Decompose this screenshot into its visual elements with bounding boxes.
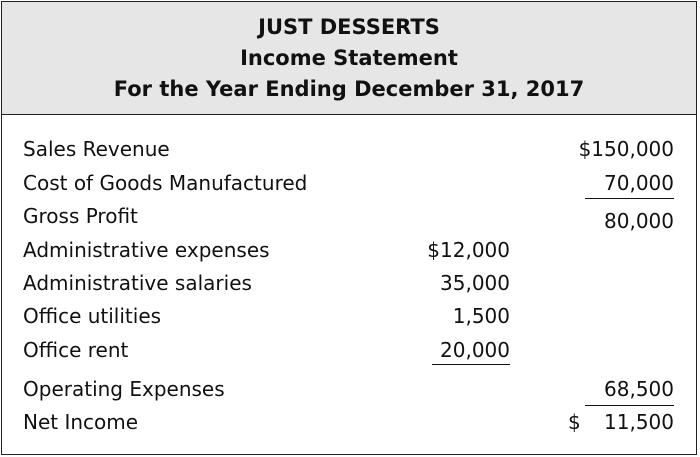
row-label: Administrative salaries: [23, 271, 252, 295]
row-detail-value: 1,500: [452, 304, 510, 328]
row-detail-value: $12,000: [427, 238, 510, 262]
row-detail-value: 35,000: [440, 271, 510, 295]
row-total-value: 70,000: [604, 171, 674, 195]
row-label: Operating Expenses: [23, 377, 225, 401]
row-total-value: 68,500: [604, 377, 674, 401]
row-cost-of-goods-manufactured: Cost of Goods Manufactured 70,000: [2, 168, 696, 199]
row-total-value: 80,000: [604, 209, 674, 233]
row-label: Office rent: [23, 338, 129, 362]
row-detail-value: 20,000: [440, 338, 510, 362]
row-total-value: 11,500: [604, 410, 674, 434]
company-name: JUST DESSERTS: [258, 15, 440, 39]
row-office-rent: Office rent 20,000: [2, 335, 696, 365]
currency-symbol: $: [568, 410, 581, 434]
statement-title: Income Statement: [240, 46, 458, 70]
row-administrative-salaries: Administrative salaries 35,000: [2, 268, 696, 298]
row-label: Net Income: [23, 410, 139, 434]
statement-period: For the Year Ending December 31, 2017: [113, 77, 585, 101]
row-gross-profit: Gross Profit 80,000: [2, 201, 696, 233]
subtotal-underline: [585, 405, 674, 406]
row-total-value: $150,000: [578, 137, 674, 161]
statement-header: JUST DESSERTS Income Statement For the Y…: [2, 2, 696, 115]
detail-underline: [432, 364, 510, 365]
row-net-income: Net Income $ 11,500: [2, 407, 696, 437]
row-label: Office utilities: [23, 304, 162, 328]
row-office-utilities: Office utilities 1,500: [2, 301, 696, 331]
row-sales-revenue: Sales Revenue $150,000: [2, 134, 696, 164]
row-label: Gross Profit: [23, 204, 138, 228]
row-label: Sales Revenue: [23, 137, 170, 161]
row-operating-expenses: Operating Expenses 68,500: [2, 374, 696, 406]
row-label: Cost of Goods Manufactured: [23, 171, 308, 195]
row-label: Administrative expenses: [23, 238, 270, 262]
subtotal-underline: [585, 198, 674, 199]
row-administrative-expenses: Administrative expenses $12,000: [2, 235, 696, 265]
